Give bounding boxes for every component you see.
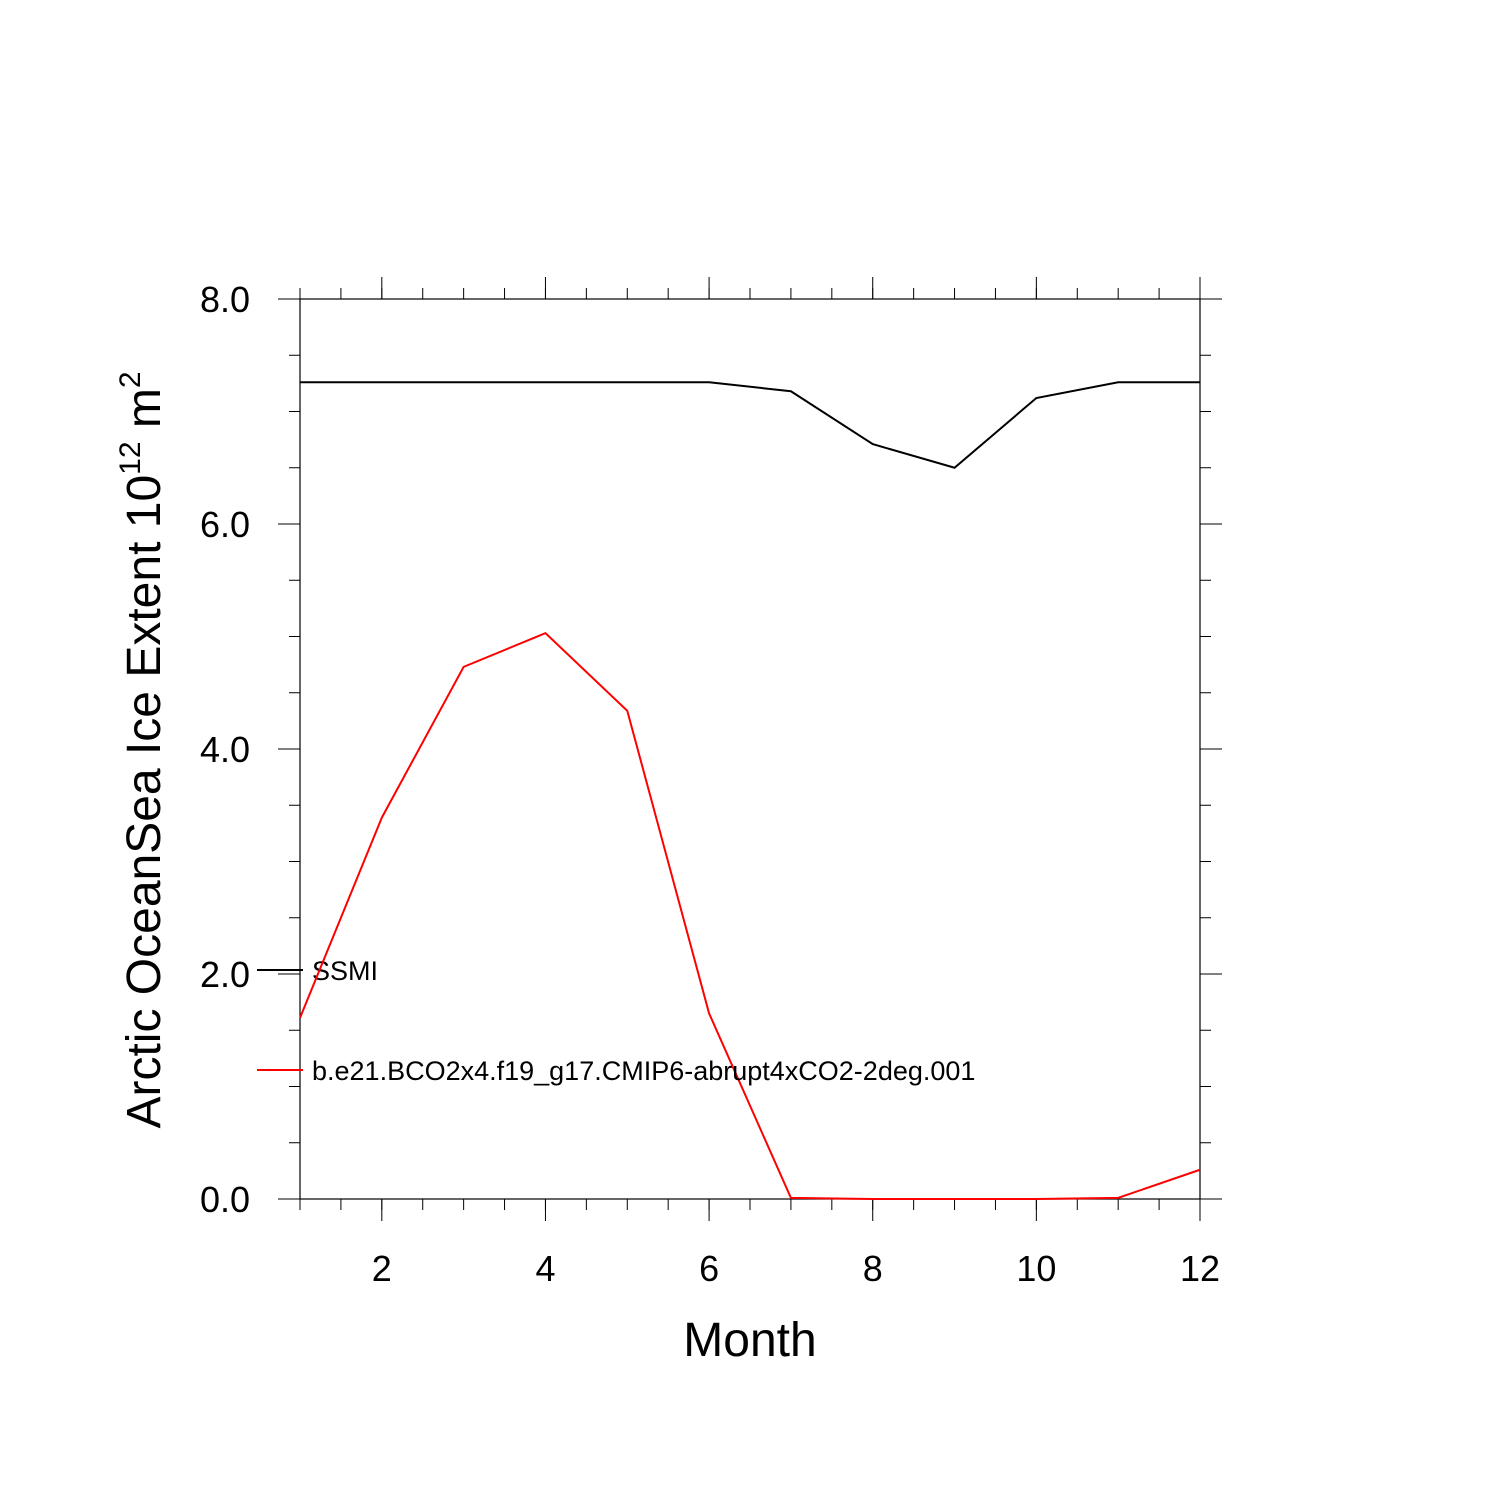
y-axis-label: Arctic OceanSea Ice Extent 1012 m2 (114, 371, 171, 1128)
y-tick-label: 0.0 (200, 1179, 250, 1220)
x-tick-label: 12 (1180, 1248, 1220, 1289)
y-tick-label: 2.0 (200, 954, 250, 995)
y-label-unit: m (118, 388, 171, 441)
x-tick-label: 6 (699, 1248, 719, 1289)
legend-label: b.e21.BCO2x4.f19_g17.CMIP6-abrupt4xCO2-2… (312, 1056, 975, 1086)
y-tick-label: 8.0 (200, 279, 250, 320)
data-line (299, 631, 1201, 1200)
x-tick-label: 8 (863, 1248, 883, 1289)
y-tick-label: 4.0 (200, 729, 250, 770)
y-label-text: Arctic OceanSea Ice Extent 10 (118, 475, 171, 1129)
x-axis-label: Month (683, 1314, 816, 1367)
y-tick-label: 6.0 (200, 504, 250, 545)
x-tick-label: 10 (1016, 1248, 1056, 1289)
x-tick-label: 4 (535, 1248, 555, 1289)
y-label-exponent: 12 (114, 441, 147, 474)
y-label-unit-exponent: 2 (114, 371, 147, 388)
legend-label: SSMI (312, 956, 378, 986)
x-tick-label: 2 (372, 1248, 392, 1289)
data-line (300, 381, 1200, 469)
